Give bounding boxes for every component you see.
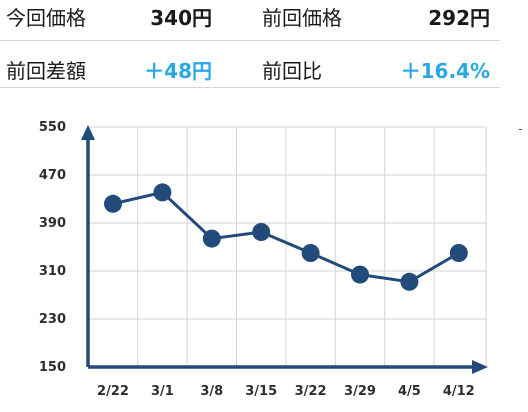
x-tick-label: 3/22 <box>295 384 327 399</box>
data-point <box>252 223 271 241</box>
price-diff-value: ＋48円 <box>144 59 212 83</box>
y-tick-label: 390 <box>39 216 66 231</box>
current-price-label: 今回価格 <box>6 6 86 30</box>
x-tick-label: 3/8 <box>200 384 223 399</box>
price-summary-row-2: 前回差額 ＋48円 前回比 ＋16.4% <box>0 45 500 88</box>
x-tick-label: 3/29 <box>344 384 376 399</box>
y-axis-ticks: 150 230 310 390 470 550 <box>39 120 66 375</box>
current-price-value: 340円 <box>150 6 212 30</box>
data-point <box>449 244 468 262</box>
data-point <box>104 194 122 213</box>
data-point <box>351 265 369 284</box>
y-tick-label: 470 <box>39 168 66 183</box>
y-axis-arrow <box>81 125 95 140</box>
x-tick-label: 4/12 <box>443 384 475 399</box>
price-history-chart: 150 230 310 390 470 550 2/22 3/1 3/8 3/15 3/22 3/2… <box>39 120 488 399</box>
previous-price-value: 292円 <box>428 6 490 30</box>
data-point <box>202 229 221 248</box>
y-tick-label: 150 <box>39 360 66 375</box>
y-tick-label: 310 <box>39 264 66 279</box>
x-tick-label: 3/15 <box>245 384 277 399</box>
chart-grid <box>88 126 487 367</box>
previous-price-label: 前回価格 <box>262 6 342 30</box>
divider-tick <box>519 129 522 130</box>
data-point <box>400 272 419 291</box>
data-point <box>153 183 172 202</box>
chart-axes <box>81 125 488 374</box>
x-tick-label: 3/1 <box>151 384 174 399</box>
x-tick-label: 4/5 <box>398 384 421 399</box>
price-ratio-value: ＋16.4% <box>400 59 490 83</box>
price-series <box>104 183 468 291</box>
y-tick-label: 230 <box>39 312 66 327</box>
x-axis-arrow <box>472 360 488 374</box>
price-summary-row-1: 今回価格 340円 前回価格 292円 <box>0 0 500 41</box>
data-point <box>301 244 320 262</box>
x-tick-label: 2/22 <box>97 384 129 399</box>
price-diff-label: 前回差額 <box>6 59 86 83</box>
y-tick-label: 550 <box>39 120 66 135</box>
x-axis-ticks: 2/22 3/1 3/8 3/15 3/22 3/29 4/5 4/12 <box>97 384 475 399</box>
price-ratio-label: 前回比 <box>262 59 322 83</box>
